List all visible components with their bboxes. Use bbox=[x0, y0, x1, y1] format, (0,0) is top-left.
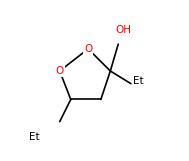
Text: O: O bbox=[84, 44, 92, 54]
Text: O: O bbox=[56, 66, 64, 76]
Text: Et: Et bbox=[29, 133, 40, 142]
Text: Et: Et bbox=[133, 76, 144, 85]
Text: OH: OH bbox=[115, 25, 131, 35]
